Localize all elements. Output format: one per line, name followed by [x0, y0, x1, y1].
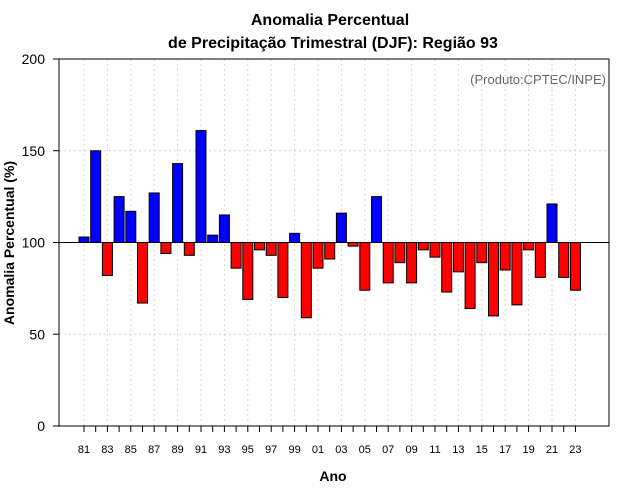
x-tick-label: 07 [382, 444, 394, 456]
bar-87 [148, 192, 160, 243]
bar-11 [429, 242, 441, 258]
bar-14 [464, 242, 476, 310]
chart-title-line1: Anomalia Percentual [251, 12, 409, 29]
x-tick-label: 17 [499, 444, 511, 456]
x-tick-label: 89 [171, 444, 183, 456]
bar-86 [137, 242, 148, 304]
x-tick-label: 09 [405, 444, 417, 456]
bar-05 [359, 242, 371, 291]
y-tick-label: 0 [37, 418, 45, 434]
bar-92 [207, 234, 219, 244]
bar-17 [499, 242, 511, 271]
bar-01 [312, 242, 324, 269]
x-axis-title: Ano [319, 468, 346, 484]
bar-09 [406, 242, 418, 284]
bar-99 [289, 232, 301, 243]
bars [78, 130, 581, 319]
x-tick-label: 93 [218, 444, 230, 456]
bar-81 [78, 236, 90, 243]
y-tick-label: 150 [22, 143, 46, 159]
x-tick-label: 11 [429, 444, 440, 456]
bar-03 [335, 212, 347, 243]
grid-lines [59, 59, 609, 426]
bar-08 [394, 242, 406, 264]
axes: 0 50 100 150 200 81 83 85 87 89 91 93 95 97 99 01 03 05 07… [22, 51, 610, 456]
bar-22 [558, 242, 570, 278]
bar-18 [511, 242, 523, 306]
x-tick-label: 81 [78, 444, 90, 456]
bar-97 [265, 242, 277, 256]
bar-06 [371, 196, 382, 243]
x-tick-label: 91 [195, 444, 207, 456]
bar-15 [476, 242, 488, 264]
bar-91 [195, 130, 207, 243]
bar-88 [160, 242, 172, 255]
bar-21 [546, 203, 558, 243]
x-tick-label: 95 [242, 444, 254, 456]
x-tick-label: 99 [288, 444, 300, 456]
y-axis-title: Anomalia Percentual (%) [1, 161, 17, 325]
x-tick-label: 01 [312, 444, 324, 456]
x-tick-label: 97 [265, 444, 277, 456]
x-tick-label: 19 [522, 444, 534, 456]
bar-04 [347, 242, 359, 247]
bar-02 [324, 242, 336, 260]
y-tick-label: 50 [29, 326, 45, 342]
bar-19 [523, 242, 535, 251]
bar-85 [125, 210, 137, 243]
bar-83 [101, 242, 113, 277]
bar-00 [300, 242, 312, 319]
bar-98 [277, 242, 289, 299]
bar-13 [452, 242, 464, 273]
x-tick-label: 13 [452, 444, 464, 456]
bar-95 [242, 242, 254, 300]
product-credit: (Produto:CPTEC/INPE) [470, 72, 606, 87]
bar-90 [183, 242, 195, 256]
x-tick-label: 03 [335, 444, 347, 456]
bar-10 [417, 242, 429, 251]
bar-93 [218, 214, 230, 244]
x-tick-label: 85 [125, 444, 137, 456]
bar-94 [230, 242, 242, 269]
x-tick-label: 21 [546, 444, 558, 456]
bar-16 [488, 242, 499, 317]
bar-84 [113, 196, 125, 243]
x-tick-label: 15 [476, 444, 488, 456]
bar-82 [90, 150, 102, 243]
x-tick-label: 23 [569, 444, 581, 456]
x-tick-label: 87 [148, 444, 160, 456]
y-tick-label: 200 [22, 51, 46, 67]
bar-96 [254, 242, 265, 251]
bar-89 [172, 163, 184, 243]
bar-07 [382, 242, 394, 284]
bar-23 [569, 242, 581, 291]
y-tick-label: 100 [22, 235, 46, 251]
x-tick-label: 83 [101, 444, 113, 456]
x-tick-label: 05 [359, 444, 371, 456]
chart-title-line2: de Precipitação Trimestral (DJF): Região… [168, 35, 498, 52]
bar-12 [441, 242, 453, 293]
bar-20 [534, 242, 546, 278]
